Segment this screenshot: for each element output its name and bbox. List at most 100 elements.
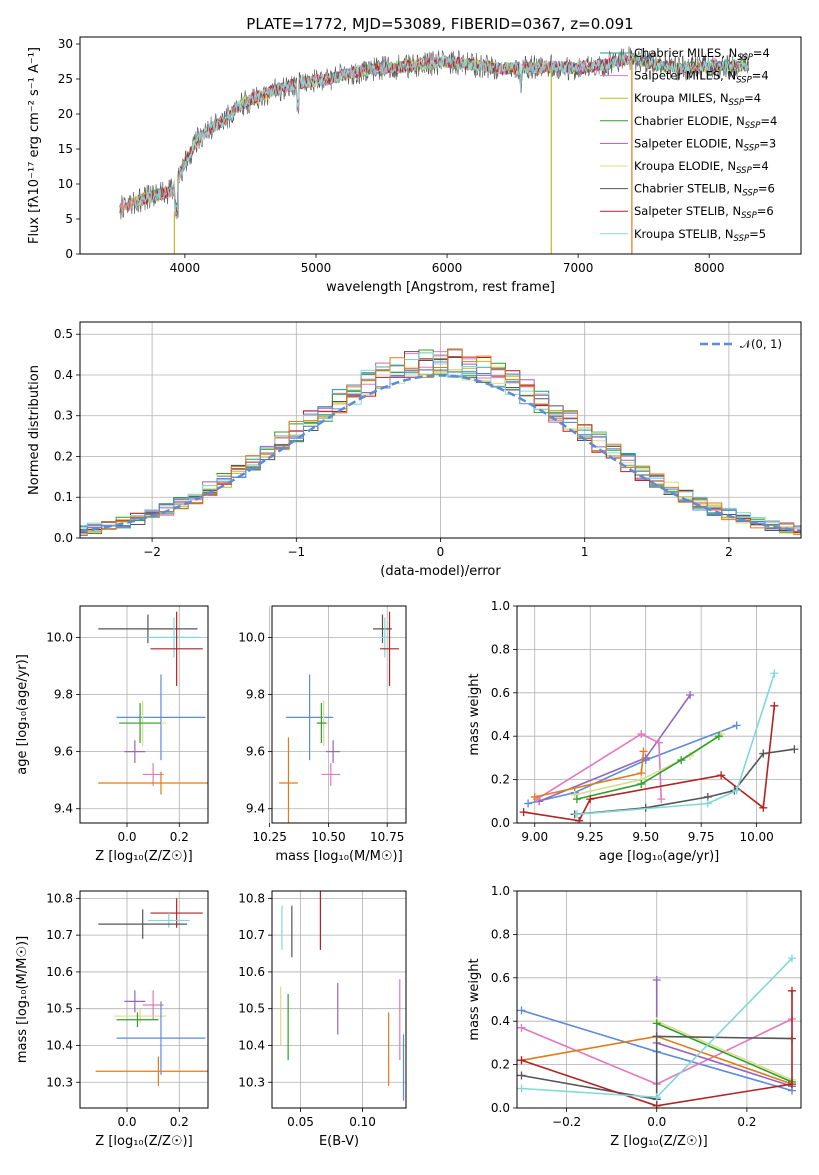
data-point xyxy=(759,803,768,812)
y-tick-label: 10.8 xyxy=(46,891,73,905)
y-tick-label: 10.7 xyxy=(238,928,265,942)
x-tick-label: 10.50 xyxy=(311,830,345,844)
data-point xyxy=(575,816,584,823)
axes-frame xyxy=(79,605,209,824)
histogram-step xyxy=(80,348,801,535)
data-point xyxy=(732,786,741,795)
y-tick-label: 9.4 xyxy=(54,802,73,816)
y-tick-label: 10.5 xyxy=(46,1002,73,1016)
x-tick-label: 0.2 xyxy=(737,1115,756,1129)
x-tick-label: 0.05 xyxy=(287,1115,314,1129)
y-tick-label: 0.0 xyxy=(491,1101,510,1115)
data-point xyxy=(524,799,533,808)
x-tick-label: 0 xyxy=(437,545,445,559)
y-tick-label: 0.0 xyxy=(54,531,73,545)
y-tick-label: 0.4 xyxy=(54,368,73,382)
series-line xyxy=(574,733,722,796)
y-tick-label: 20 xyxy=(58,107,73,121)
data-point xyxy=(652,1101,661,1108)
axes-frame xyxy=(271,890,407,1109)
spectrum-line xyxy=(134,52,749,212)
y-tick-label: 15 xyxy=(58,142,73,156)
x-axis-label: wavelength [Angstrom, rest frame] xyxy=(326,280,555,295)
y-tick-label: 10.5 xyxy=(238,1002,265,1016)
x-tick-label: 2 xyxy=(725,545,733,559)
y-tick-label: 0.5 xyxy=(54,327,73,341)
data-point xyxy=(787,986,796,995)
y-tick-label: 0.2 xyxy=(491,1058,510,1072)
x-axis-label: Z [log₁₀(Z/Z☉)] xyxy=(610,1134,707,1149)
x-tick-label: −2 xyxy=(143,545,161,559)
data-point xyxy=(717,771,726,780)
histogram-step xyxy=(80,352,801,529)
legend-label: Kroupa STELIB, NSSP=5 xyxy=(634,227,766,244)
y-tick-label: 0.3 xyxy=(54,409,73,423)
x-tick-label: 9.75 xyxy=(688,830,715,844)
data-point xyxy=(572,810,581,819)
x-tick-label: 6000 xyxy=(432,261,463,275)
plot-body xyxy=(517,954,796,1108)
data-point xyxy=(517,1023,526,1032)
histogram-step xyxy=(80,359,801,535)
mass-weight-vs-Z-panel: −0.2 0.0 0.2 0.0 0.2 0.4 0.6 0.8 1.0 Z [log₁₀(Z/Z… xyxy=(467,884,802,1149)
legend: 𝒩(0, 1) xyxy=(700,337,782,351)
legend-label: Chabrier ELODIE, NSSP=4 xyxy=(634,114,777,131)
legend-label: 𝒩(0, 1) xyxy=(740,337,782,351)
x-tick-label: 8000 xyxy=(694,261,725,275)
x-tick-label: 10.25 xyxy=(252,830,286,844)
x-tick-label: 9.50 xyxy=(632,830,659,844)
y-axis-label: Normed distribution xyxy=(27,365,42,495)
axes-frame xyxy=(79,36,802,255)
data-point xyxy=(637,779,646,788)
data-point xyxy=(759,749,768,758)
axes-frame xyxy=(79,321,802,539)
data-point xyxy=(652,975,661,984)
legend: Chabrier MILES, NSSP=4 Salpeter MILES, NS… xyxy=(600,46,777,244)
y-tick-label: 10.3 xyxy=(46,1075,73,1089)
data-point xyxy=(787,954,796,963)
plot-body xyxy=(98,611,208,795)
x-axis-label: Z [log₁₀(Z/Z☉)] xyxy=(95,849,192,864)
x-tick-label: 1 xyxy=(581,545,589,559)
y-axis-label: mass [log₁₀(M/M☉)] xyxy=(15,936,30,1063)
spectrum-panel: 4000 5000 6000 7000 8000 0 5 10 15 20 25 30 waveleng… xyxy=(27,36,802,295)
data-point xyxy=(677,756,686,765)
data-point xyxy=(686,690,695,699)
x-tick-label: 10.00 xyxy=(739,830,773,844)
plot-body xyxy=(279,611,399,823)
data-point xyxy=(572,795,581,804)
legend-label: Chabrier MILES, NSSP=4 xyxy=(634,46,770,63)
x-tick-label: 0.2 xyxy=(170,830,189,844)
data-point xyxy=(770,669,779,678)
plot-body xyxy=(118,46,749,254)
series-line xyxy=(521,1035,793,1101)
x-tick-label: 4000 xyxy=(170,261,201,275)
y-tick-label: 9.6 xyxy=(54,745,73,759)
data-point xyxy=(657,795,666,804)
age-vs-Z-panel: 0.0 0.2 9.4 9.6 9.8 10.0 Z [log₁₀(Z/Z☉)] age [l… xyxy=(15,605,209,864)
x-tick-label: 0.0 xyxy=(117,830,136,844)
y-tick-label: 1.0 xyxy=(491,884,510,898)
age-vs-mass-panel: 10.25 10.50 10.75 9.4 9.6 9.8 10.0 mass [log₁₀(… xyxy=(238,605,407,864)
y-tick-label: 0 xyxy=(65,247,73,261)
histogram-step xyxy=(80,351,801,536)
y-axis-label: mass weight xyxy=(467,673,482,755)
series-line xyxy=(527,724,737,805)
y-tick-label: 0.6 xyxy=(491,971,510,985)
residual-panel: −2 −1 0 1 2 0.0 0.1 0.2 0.3 0.4 0.5 (data-model)/er… xyxy=(27,321,802,579)
axes-frame xyxy=(79,890,209,1109)
axes-frame xyxy=(516,605,802,824)
series-line xyxy=(523,705,776,822)
data-point xyxy=(787,1080,796,1089)
y-tick-label: 10.6 xyxy=(238,965,265,979)
mass-weight-vs-age-panel: 9.00 9.25 9.50 9.75 10.00 0.0 0.2 0.4 0.6 0.8 1.0 a… xyxy=(467,599,802,864)
x-tick-label: −1 xyxy=(287,545,305,559)
y-tick-label: 25 xyxy=(58,72,73,86)
y-tick-label: 0.8 xyxy=(491,642,510,656)
legend-label: Kroupa MILES, NSSP=4 xyxy=(634,91,761,108)
data-point xyxy=(655,738,663,747)
y-tick-label: 5 xyxy=(65,212,73,226)
y-tick-label: 10.7 xyxy=(46,928,73,942)
y-tick-label: 0.1 xyxy=(54,490,73,504)
data-point xyxy=(517,1084,526,1093)
